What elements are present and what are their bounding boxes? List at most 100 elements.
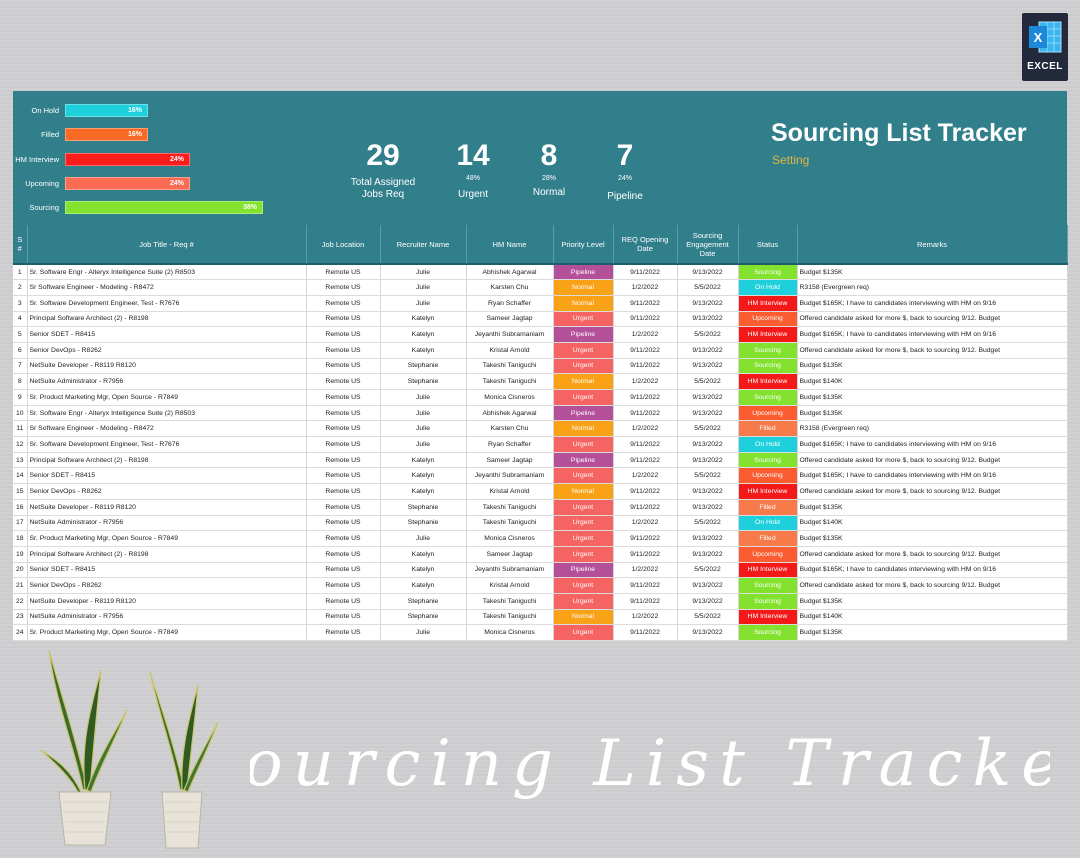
job-location-cell[interactable]: Remote US — [306, 420, 381, 438]
status-cell[interactable]: Filled — [738, 530, 798, 547]
engagement-date-cell[interactable]: 9/13/2022 — [677, 593, 739, 610]
table-row[interactable]: 11 Sr Software Engineer - Modeling - R847… — [13, 420, 1068, 438]
priority-cell[interactable]: Urgent — [553, 342, 614, 359]
status-cell[interactable]: Upcoming — [738, 311, 798, 328]
job-title-cell[interactable]: Sr. Product Marketing Mgr, Open Source -… — [27, 530, 307, 547]
recruiter-cell[interactable]: Katelyn — [380, 577, 467, 594]
engagement-date-cell[interactable]: 9/13/2022 — [677, 342, 739, 359]
recruiter-cell[interactable]: Stephanie — [380, 515, 467, 532]
job-title-cell[interactable]: NetSuite Developer - R8119 R8120 — [27, 499, 307, 516]
job-title-cell[interactable]: NetSuite Developer - R8119 R8120 — [27, 593, 307, 610]
priority-cell[interactable]: Normal — [553, 609, 614, 626]
engagement-date-cell[interactable]: 5/5/2022 — [677, 373, 739, 390]
remarks-cell[interactable]: Budget $165K; I have to candidates inter… — [797, 295, 1068, 312]
recruiter-cell[interactable]: Stephanie — [380, 499, 467, 516]
row-number[interactable]: 19 — [13, 546, 28, 563]
remarks-cell[interactable]: Offered candidate asked for more $, back… — [797, 483, 1068, 500]
status-cell[interactable]: Sourcing — [738, 624, 798, 641]
job-location-cell[interactable]: Remote US — [306, 311, 381, 328]
priority-cell[interactable]: Urgent — [553, 499, 614, 516]
status-cell[interactable]: Sourcing — [738, 264, 798, 281]
remarks-cell[interactable]: Budget $135K — [797, 530, 1068, 547]
remarks-cell[interactable]: Budget $135K — [797, 624, 1068, 641]
remarks-cell[interactable]: Offered candidate asked for more $, back… — [797, 342, 1068, 359]
table-row[interactable]: 1 Sr. Software Engr - Alteryx Intelligenc… — [13, 264, 1068, 281]
remarks-cell[interactable]: Budget $135K — [797, 389, 1068, 406]
priority-cell[interactable]: Pipeline — [553, 405, 614, 422]
table-row[interactable]: 12 Sr. Software Development Engineer, Tes… — [13, 436, 1068, 453]
priority-cell[interactable]: Normal — [553, 279, 614, 296]
priority-cell[interactable]: Pipeline — [553, 452, 614, 469]
column-header[interactable]: Priority Level — [553, 225, 614, 264]
table-row[interactable]: 14 Senior SDET - R8415 Remote US Katelyn Jey… — [13, 467, 1068, 485]
job-title-cell[interactable]: Principal Software Architect (2) - R8198 — [27, 311, 307, 328]
req-opening-date-cell[interactable]: 9/11/2022 — [613, 389, 678, 406]
job-title-cell[interactable]: Sr. Software Development Engineer, Test … — [27, 295, 307, 312]
engagement-date-cell[interactable]: 9/13/2022 — [677, 577, 739, 594]
job-title-cell[interactable]: NetSuite Developer - R8119 R8120 — [27, 358, 307, 375]
row-number[interactable]: 4 — [13, 311, 28, 328]
status-cell[interactable]: Sourcing — [738, 389, 798, 406]
req-opening-date-cell[interactable]: 9/11/2022 — [613, 483, 678, 500]
recruiter-cell[interactable]: Katelyn — [380, 452, 467, 469]
table-row[interactable]: 23 NetSuite Administrator - R7956 Remote U… — [13, 609, 1068, 626]
recruiter-cell[interactable]: Stephanie — [380, 609, 467, 626]
hm-name-cell[interactable]: Takeshi Taniguchi — [466, 609, 554, 626]
remarks-cell[interactable]: Budget $165K; I have to candidates inter… — [797, 436, 1068, 453]
priority-cell[interactable]: Pipeline — [553, 264, 614, 281]
status-cell[interactable]: HM Interview — [738, 483, 798, 500]
engagement-date-cell[interactable]: 5/5/2022 — [677, 279, 739, 296]
job-title-cell[interactable]: NetSuite Administrator - R7956 — [27, 609, 307, 626]
req-opening-date-cell[interactable]: 1/2/2022 — [613, 279, 678, 296]
remarks-cell[interactable]: R3158 (Evergreen req) — [797, 420, 1068, 438]
row-number[interactable]: 5 — [13, 326, 28, 343]
status-cell[interactable]: Sourcing — [738, 358, 798, 375]
remarks-cell[interactable]: Budget $165K; I have to candidates inter… — [797, 326, 1068, 343]
column-header[interactable]: Job Location — [306, 225, 381, 264]
status-cell[interactable]: Upcoming — [738, 467, 798, 485]
engagement-date-cell[interactable]: 9/13/2022 — [677, 295, 739, 312]
hm-name-cell[interactable]: Takeshi Taniguchi — [466, 373, 554, 390]
job-location-cell[interactable]: Remote US — [306, 373, 381, 390]
job-location-cell[interactable]: Remote US — [306, 389, 381, 406]
hm-name-cell[interactable]: Takeshi Taniguchi — [466, 499, 554, 516]
row-number[interactable]: 21 — [13, 577, 28, 594]
priority-cell[interactable]: Urgent — [553, 436, 614, 453]
remarks-cell[interactable]: Offered candidate asked for more $, back… — [797, 546, 1068, 563]
job-title-cell[interactable]: Sr Software Engineer - Modeling - R8472 — [27, 420, 307, 438]
remarks-cell[interactable]: Offered candidate asked for more $, back… — [797, 311, 1068, 328]
engagement-date-cell[interactable]: 5/5/2022 — [677, 326, 739, 343]
table-row[interactable]: 6 Senior DevOps - R8262 Remote US Katelyn Kr… — [13, 342, 1068, 359]
status-cell[interactable]: On Hold — [738, 436, 798, 453]
row-number[interactable]: 3 — [13, 295, 28, 312]
engagement-date-cell[interactable]: 9/13/2022 — [677, 358, 739, 375]
job-title-cell[interactable]: Sr. Software Engr - Alteryx Intelligence… — [27, 405, 307, 422]
row-number[interactable]: 10 — [13, 405, 28, 422]
recruiter-cell[interactable]: Katelyn — [380, 467, 467, 485]
priority-cell[interactable]: Normal — [553, 483, 614, 500]
remarks-cell[interactable]: R3158 (Evergreen req) — [797, 279, 1068, 296]
row-number[interactable]: 22 — [13, 593, 28, 610]
status-cell[interactable]: HM Interview — [738, 326, 798, 343]
job-location-cell[interactable]: Remote US — [306, 342, 381, 359]
remarks-cell[interactable]: Budget $135K — [797, 593, 1068, 610]
status-cell[interactable]: HM Interview — [738, 562, 798, 579]
req-opening-date-cell[interactable]: 9/11/2022 — [613, 499, 678, 516]
engagement-date-cell[interactable]: 5/5/2022 — [677, 609, 739, 626]
row-number[interactable]: 15 — [13, 483, 28, 500]
status-cell[interactable]: HM Interview — [738, 373, 798, 390]
job-location-cell[interactable]: Remote US — [306, 279, 381, 296]
hm-name-cell[interactable]: Ryan Schaffer — [466, 295, 554, 312]
priority-cell[interactable]: Urgent — [553, 358, 614, 375]
engagement-date-cell[interactable]: 9/13/2022 — [677, 530, 739, 547]
req-opening-date-cell[interactable]: 9/11/2022 — [613, 358, 678, 375]
job-location-cell[interactable]: Remote US — [306, 483, 381, 500]
req-opening-date-cell[interactable]: 9/11/2022 — [613, 452, 678, 469]
recruiter-cell[interactable]: Katelyn — [380, 546, 467, 563]
job-title-cell[interactable]: NetSuite Administrator - R7956 — [27, 515, 307, 532]
hm-name-cell[interactable]: Jeyanthi Subramaniam — [466, 326, 554, 343]
req-opening-date-cell[interactable]: 9/11/2022 — [613, 405, 678, 422]
job-title-cell[interactable]: Principal Software Architect (2) - R8198 — [27, 546, 307, 563]
hm-name-cell[interactable]: Kristal Arnold — [466, 342, 554, 359]
row-number[interactable]: 9 — [13, 389, 28, 406]
